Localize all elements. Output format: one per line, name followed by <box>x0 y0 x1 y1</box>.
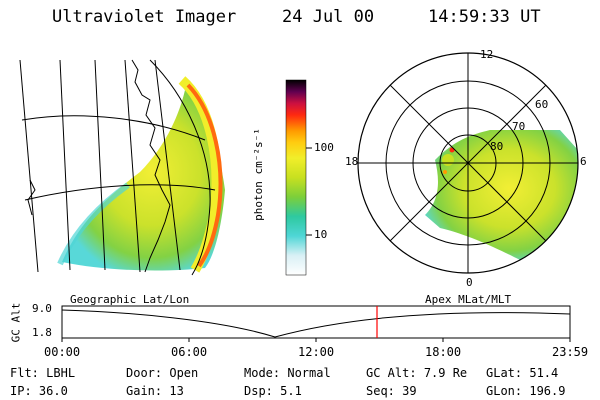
coastline <box>27 59 171 273</box>
lat-label-70: 70 <box>512 120 526 133</box>
mlt-label-12: 12 <box>480 48 494 61</box>
timeline-plot <box>61 305 571 342</box>
info-glat: GLat: 51.4 <box>486 366 559 380</box>
timeline-ytick-max: 9.0 <box>32 302 52 315</box>
timeline-xtick: 23:59 <box>552 345 589 359</box>
time-label: 14:59:33 UT <box>428 7 541 27</box>
info-mode: Mode: Normal <box>244 366 331 380</box>
polar-panel-label: Apex MLat/MLT <box>425 293 512 306</box>
geo-aurora-arc-red <box>186 83 223 268</box>
colorbar-unit-label: photon cm⁻²s⁻¹ <box>251 128 265 221</box>
info-dsp: Dsp: 5.1 <box>244 384 302 398</box>
earth-limb <box>149 59 211 276</box>
timeline-xtick: 06:00 <box>171 345 208 359</box>
info-gc-alt: GC Alt: 7.9 Re <box>366 366 468 380</box>
lat-label-60: 60 <box>535 98 549 111</box>
info-glon: GLon: 196.9 <box>486 384 566 398</box>
app-title: Ultraviolet Imager <box>52 7 237 27</box>
mlt-label-0: 0 <box>466 276 473 289</box>
colorbar-tick-100: 100 <box>314 141 334 154</box>
mlt-label-18: 18 <box>345 155 359 168</box>
geographic-image <box>19 59 225 276</box>
lat-label-80: 80 <box>490 140 504 153</box>
timeline-ytick-min: 1.8 <box>32 326 52 339</box>
mlt-label-6: 6 <box>580 155 587 168</box>
timeline-xtick: 12:00 <box>298 345 335 359</box>
polar-plot <box>357 52 579 274</box>
timeline-xtick: 18:00 <box>425 345 462 359</box>
info-seq: Seq: 39 <box>366 384 417 398</box>
info-gain: Gain: 13 <box>126 384 184 398</box>
altitude-curve <box>61 309 571 338</box>
colorbar-tick-10: 10 <box>314 228 328 241</box>
timeline-axis-label: GC Alt <box>9 302 23 343</box>
geo-aurora-edge <box>57 182 130 266</box>
geo-meridians <box>19 59 181 273</box>
info-door: Door: Open <box>126 366 199 380</box>
date-label: 24 Jul 00 <box>282 7 375 27</box>
info-flt: Flt: LBHL <box>10 366 76 380</box>
timeline-xtick: 00:00 <box>44 345 81 359</box>
geo-panel-label: Geographic Lat/Lon <box>70 293 190 306</box>
geo-parallels <box>21 115 216 201</box>
colorbar <box>285 79 312 276</box>
info-ip: IP: 36.0 <box>10 384 68 398</box>
